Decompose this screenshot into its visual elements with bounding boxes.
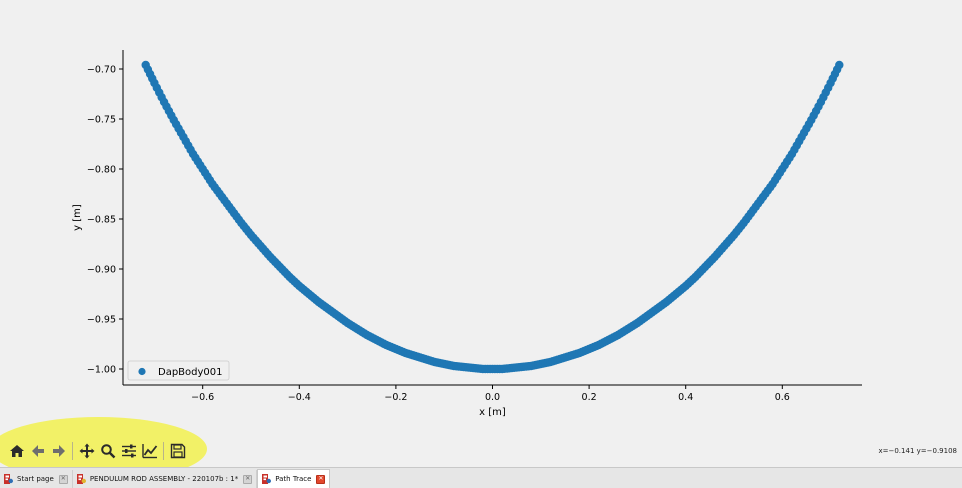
y-tick-label: −0.90 — [87, 265, 116, 276]
x-tick-label: 0.0 — [485, 392, 500, 403]
edit-curves-button[interactable] — [139, 440, 160, 462]
tab-label: Start page — [17, 475, 54, 483]
x-tick-label: −0.2 — [384, 392, 407, 403]
y-tick-label: −0.80 — [87, 165, 116, 176]
back-button[interactable] — [27, 440, 48, 462]
plot-canvas[interactable]: −0.6 −0.4 −0.2 0.0 0.2 0.4 0.6 −0.70 −0.75 −0.80… — [0, 0, 962, 430]
tab-label: Path Trace — [275, 475, 312, 483]
y-tick-label: −1.00 — [87, 365, 116, 376]
chart-legend: DapBody001 — [127, 360, 230, 381]
y-tick-label: −0.95 — [87, 315, 116, 326]
zoom-icon — [100, 444, 115, 459]
x-axis-ticks: −0.6 −0.4 −0.2 0.0 0.2 0.4 0.6 — [191, 385, 790, 403]
freecad-icon — [76, 474, 86, 484]
legend-box — [127, 360, 230, 381]
zoom-button[interactable] — [97, 440, 118, 462]
back-arrow-icon — [31, 445, 44, 457]
configure-subplots-button[interactable] — [118, 440, 139, 462]
x-tick-label: 0.2 — [582, 392, 597, 403]
freecad-icon — [262, 474, 272, 484]
scatter-point — [835, 60, 844, 70]
x-tick-label: −0.6 — [191, 392, 214, 403]
navigation-toolbar — [6, 440, 188, 462]
y-axis-ticks: −0.70 −0.75 −0.80 −0.85 −0.90 −0.95 −1.00 — [87, 65, 123, 376]
toolbar-separator — [163, 442, 164, 460]
y-tick-label: −0.70 — [87, 65, 116, 76]
cursor-coordinates: x=−0.141 y=−0.9108 — [878, 447, 957, 455]
close-icon[interactable]: ✕ — [316, 474, 326, 484]
pan-icon — [79, 443, 94, 459]
y-tick-label: −0.75 — [87, 115, 116, 126]
save-icon — [170, 443, 185, 459]
x-axis-label: x [m] — [479, 407, 506, 418]
tab-pendulum-rod-assembly[interactable]: PENDULUM ROD ASSEMBLY - 220107b : 1* ✕ — [73, 470, 258, 488]
forward-arrow-icon — [52, 445, 65, 457]
home-icon — [9, 445, 24, 457]
edit-curves-icon — [141, 444, 157, 459]
scatter-series-points — [141, 60, 844, 374]
forward-button[interactable] — [48, 440, 69, 462]
tab-path-trace[interactable]: Path Trace ✕ — [257, 469, 331, 488]
pan-button[interactable] — [76, 440, 97, 462]
tab-label: PENDULUM ROD ASSEMBLY - 220107b : 1* — [89, 475, 239, 483]
document-tab-bar: Start page ✕ PENDULUM ROD ASSEMBLY - 220… — [0, 467, 962, 488]
freecad-icon — [4, 474, 13, 484]
save-button[interactable] — [167, 440, 188, 462]
y-axis-label: y [m] — [72, 204, 83, 231]
close-icon[interactable]: ✕ — [58, 474, 68, 484]
legend-label: DapBody001 — [158, 367, 223, 378]
x-tick-label: 0.4 — [678, 392, 693, 403]
subplots-config-icon — [121, 444, 136, 458]
x-tick-label: −0.4 — [288, 392, 311, 403]
home-button[interactable] — [6, 440, 27, 462]
y-tick-label: −0.85 — [87, 215, 116, 226]
x-tick-label: 0.6 — [775, 392, 790, 403]
tab-start-page[interactable]: Start page ✕ — [0, 470, 73, 488]
legend-marker — [138, 367, 146, 376]
toolbar-separator — [72, 442, 73, 460]
close-icon[interactable]: ✕ — [243, 474, 253, 484]
